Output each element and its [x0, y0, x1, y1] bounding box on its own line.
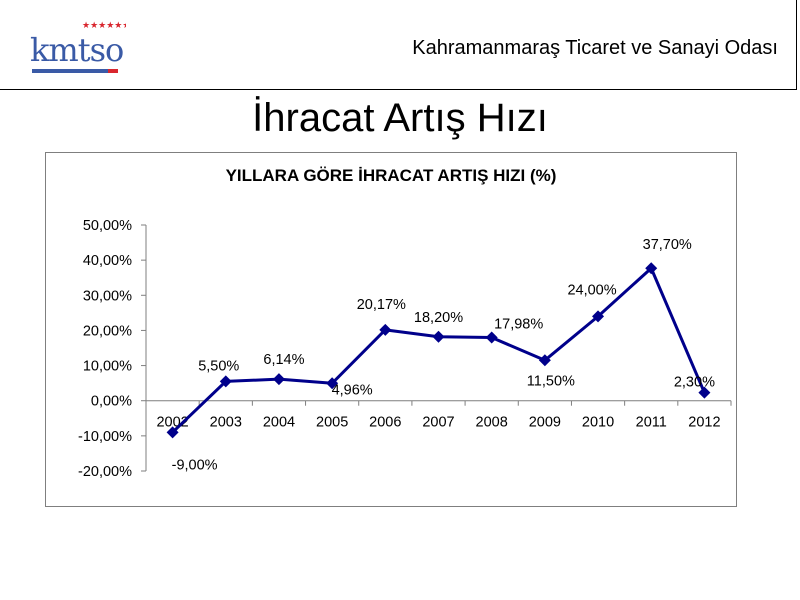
data-label: 6,14% — [263, 352, 304, 368]
data-label: 11,50% — [527, 373, 575, 389]
data-label: 5,50% — [198, 358, 239, 374]
data-point-marker — [485, 331, 498, 344]
data-point-marker — [326, 377, 339, 390]
x-tick-label: 2008 — [476, 415, 508, 431]
y-tick-label: -20,00% — [78, 464, 132, 480]
x-tick-label: 2011 — [636, 415, 667, 431]
data-label: 20,17% — [357, 297, 406, 313]
data-label: 17,98% — [494, 317, 543, 333]
data-label: 2,30% — [674, 375, 715, 391]
data-point-marker — [166, 426, 179, 439]
x-tick-label: 2012 — [688, 415, 720, 431]
chart-title: YILLARA GÖRE İHRACAT ARTIŞ HIZI (%) — [225, 166, 557, 185]
data-point-marker — [698, 386, 711, 399]
data-point-marker — [645, 262, 658, 275]
data-point-marker — [379, 323, 392, 336]
data-point-marker — [592, 310, 605, 323]
data-label: 24,00% — [567, 282, 616, 298]
data-label: 18,20% — [414, 310, 463, 326]
x-tick-label: 2007 — [422, 415, 454, 431]
y-tick-label: 10,00% — [83, 359, 132, 375]
x-tick-label: 2005 — [316, 415, 348, 431]
y-tick-label: 40,00% — [83, 253, 132, 269]
y-tick-label: 20,00% — [83, 323, 132, 339]
data-label: -9,00% — [172, 457, 218, 473]
y-tick-label: -10,00% — [78, 429, 132, 445]
data-point-marker — [219, 375, 232, 388]
logo-underline — [32, 69, 108, 73]
slide-title: İhracat Artış Hızı — [252, 96, 548, 140]
chart-area: YILLARA GÖRE İHRACAT ARTIŞ HIZI (%) -20,… — [45, 152, 737, 507]
svg-text:★★★★★★★: ★★★★★★★ — [82, 21, 126, 31]
header-bar: ★★★★★★★ kmtso Kahramanmaraş Ticaret ve S… — [0, 0, 797, 90]
data-point-marker — [272, 373, 285, 386]
export-growth-line-chart: -20,00% -10,00% 0,00% 10,00% 20,00% 30,00% 40,… — [78, 218, 732, 480]
kmtso-logo: ★★★★★★★ kmtso — [30, 21, 126, 73]
y-tick-label: 50,00% — [83, 218, 132, 234]
x-tick-label: 2002 — [156, 415, 188, 431]
y-tick-label: 0,00% — [91, 394, 132, 410]
data-point-marker — [432, 330, 445, 343]
y-tick-label: 30,00% — [83, 288, 132, 304]
data-point-marker — [538, 354, 551, 367]
logo-stars: ★★★★★★★ — [82, 21, 126, 31]
x-tick-label: 2003 — [210, 415, 242, 431]
logo-underline-accent — [108, 69, 118, 73]
data-label: 4,96% — [332, 382, 373, 398]
x-tick-label: 2006 — [369, 415, 401, 431]
x-tick-label: 2010 — [582, 415, 614, 431]
data-label: 37,70% — [643, 237, 692, 253]
x-tick-label: 2009 — [529, 415, 561, 431]
series-line — [171, 266, 706, 434]
x-tick-label: 2004 — [263, 415, 295, 431]
logo-wordmark: kmtso — [30, 31, 123, 69]
organization-name: Kahramanmaraş Ticaret ve Sanayi Odası — [412, 37, 778, 59]
